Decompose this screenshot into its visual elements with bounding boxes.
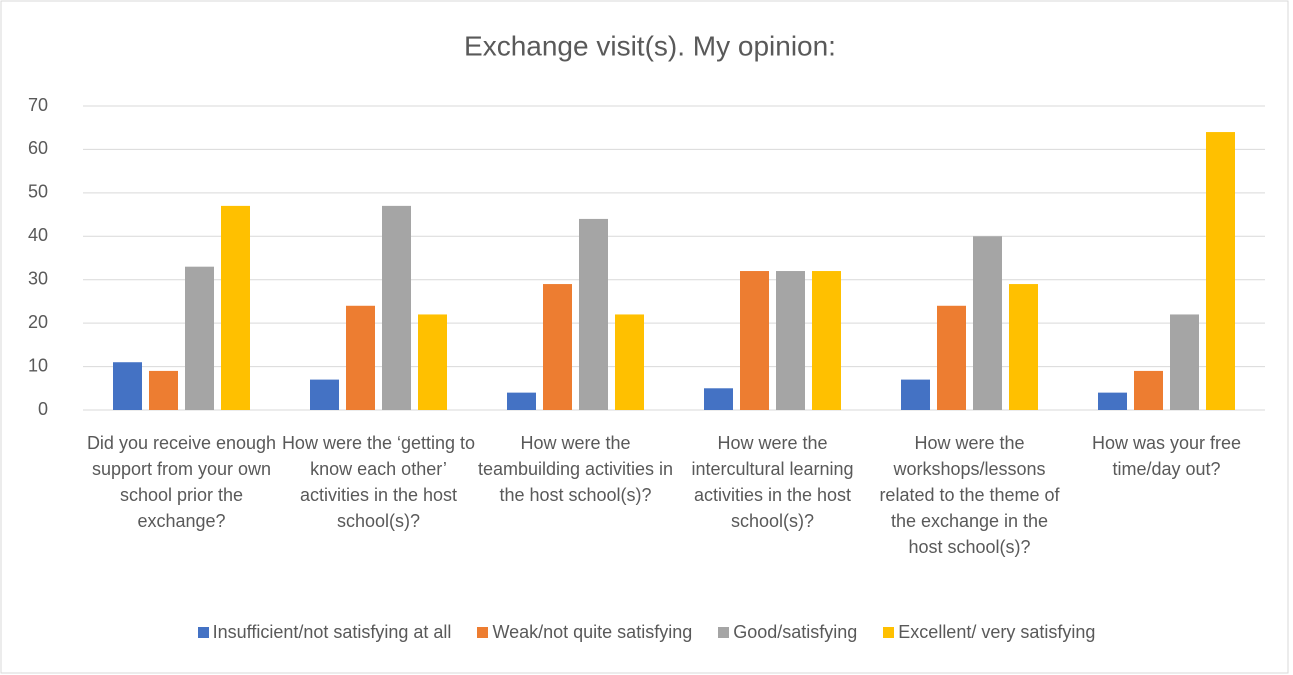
bar [1098,392,1127,410]
x-tick-label: Did you receive enough support from your… [86,433,277,531]
legend-item: Weak/not quite satisfying [477,622,692,643]
bar [382,205,411,410]
y-tick-label: 50 [28,182,48,202]
y-tick-label: 0 [38,399,48,419]
x-tick-label: How were the teambuilding activities in … [477,433,674,505]
legend-item: Insufficient/not satisfying at all [197,622,452,643]
bar [418,314,447,410]
bar [579,218,608,410]
bar [185,266,214,410]
bar [615,314,644,410]
x-tick-label: How was your free time/day out? [1091,433,1242,479]
legend-label: Excellent/ very satisfying [898,622,1096,642]
bar [1170,314,1199,410]
bar [221,205,250,410]
legend-swatch [718,627,730,638]
bar [973,236,1002,410]
y-tick-label: 60 [28,138,48,158]
bar [1206,132,1235,411]
bar [740,271,769,410]
bar [901,379,930,410]
legend-swatch [197,627,209,638]
bar [310,379,339,410]
bar [149,370,178,410]
y-tick-label: 70 [28,95,48,115]
legend-label: Insufficient/not satisfying at all [212,622,452,642]
chart-title: Exchange visit(s). My opinion: [464,30,836,61]
bar [937,305,966,410]
bar [543,284,572,410]
y-tick-label: 20 [28,312,48,332]
bar [704,388,733,410]
bar [776,271,805,410]
x-tick-label: How were the ‘getting to know each other… [281,433,476,531]
legend-item: Good/satisfying [718,622,857,643]
y-tick-label: 30 [28,268,48,288]
legend-swatch [477,627,489,638]
legend-swatch [883,627,895,638]
x-tick-label: How were the intercultural learning acti… [691,433,854,531]
bar [346,305,375,410]
y-tick-label: 40 [28,225,48,245]
y-tick-label: 10 [28,355,48,375]
legend: Insufficient/not satisfying at all Weak/n… [0,622,1293,643]
legend-label: Good/satisfying [733,622,858,642]
bar [113,362,142,410]
bar [507,392,536,410]
bar [812,271,841,410]
legend-label: Weak/not quite satisfying [492,622,693,642]
legend-item: Excellent/ very satisfying [883,622,1095,643]
x-tick-label: How were the workshops/lessons related t… [879,433,1060,557]
bar [1134,370,1163,410]
bar [1009,284,1038,410]
